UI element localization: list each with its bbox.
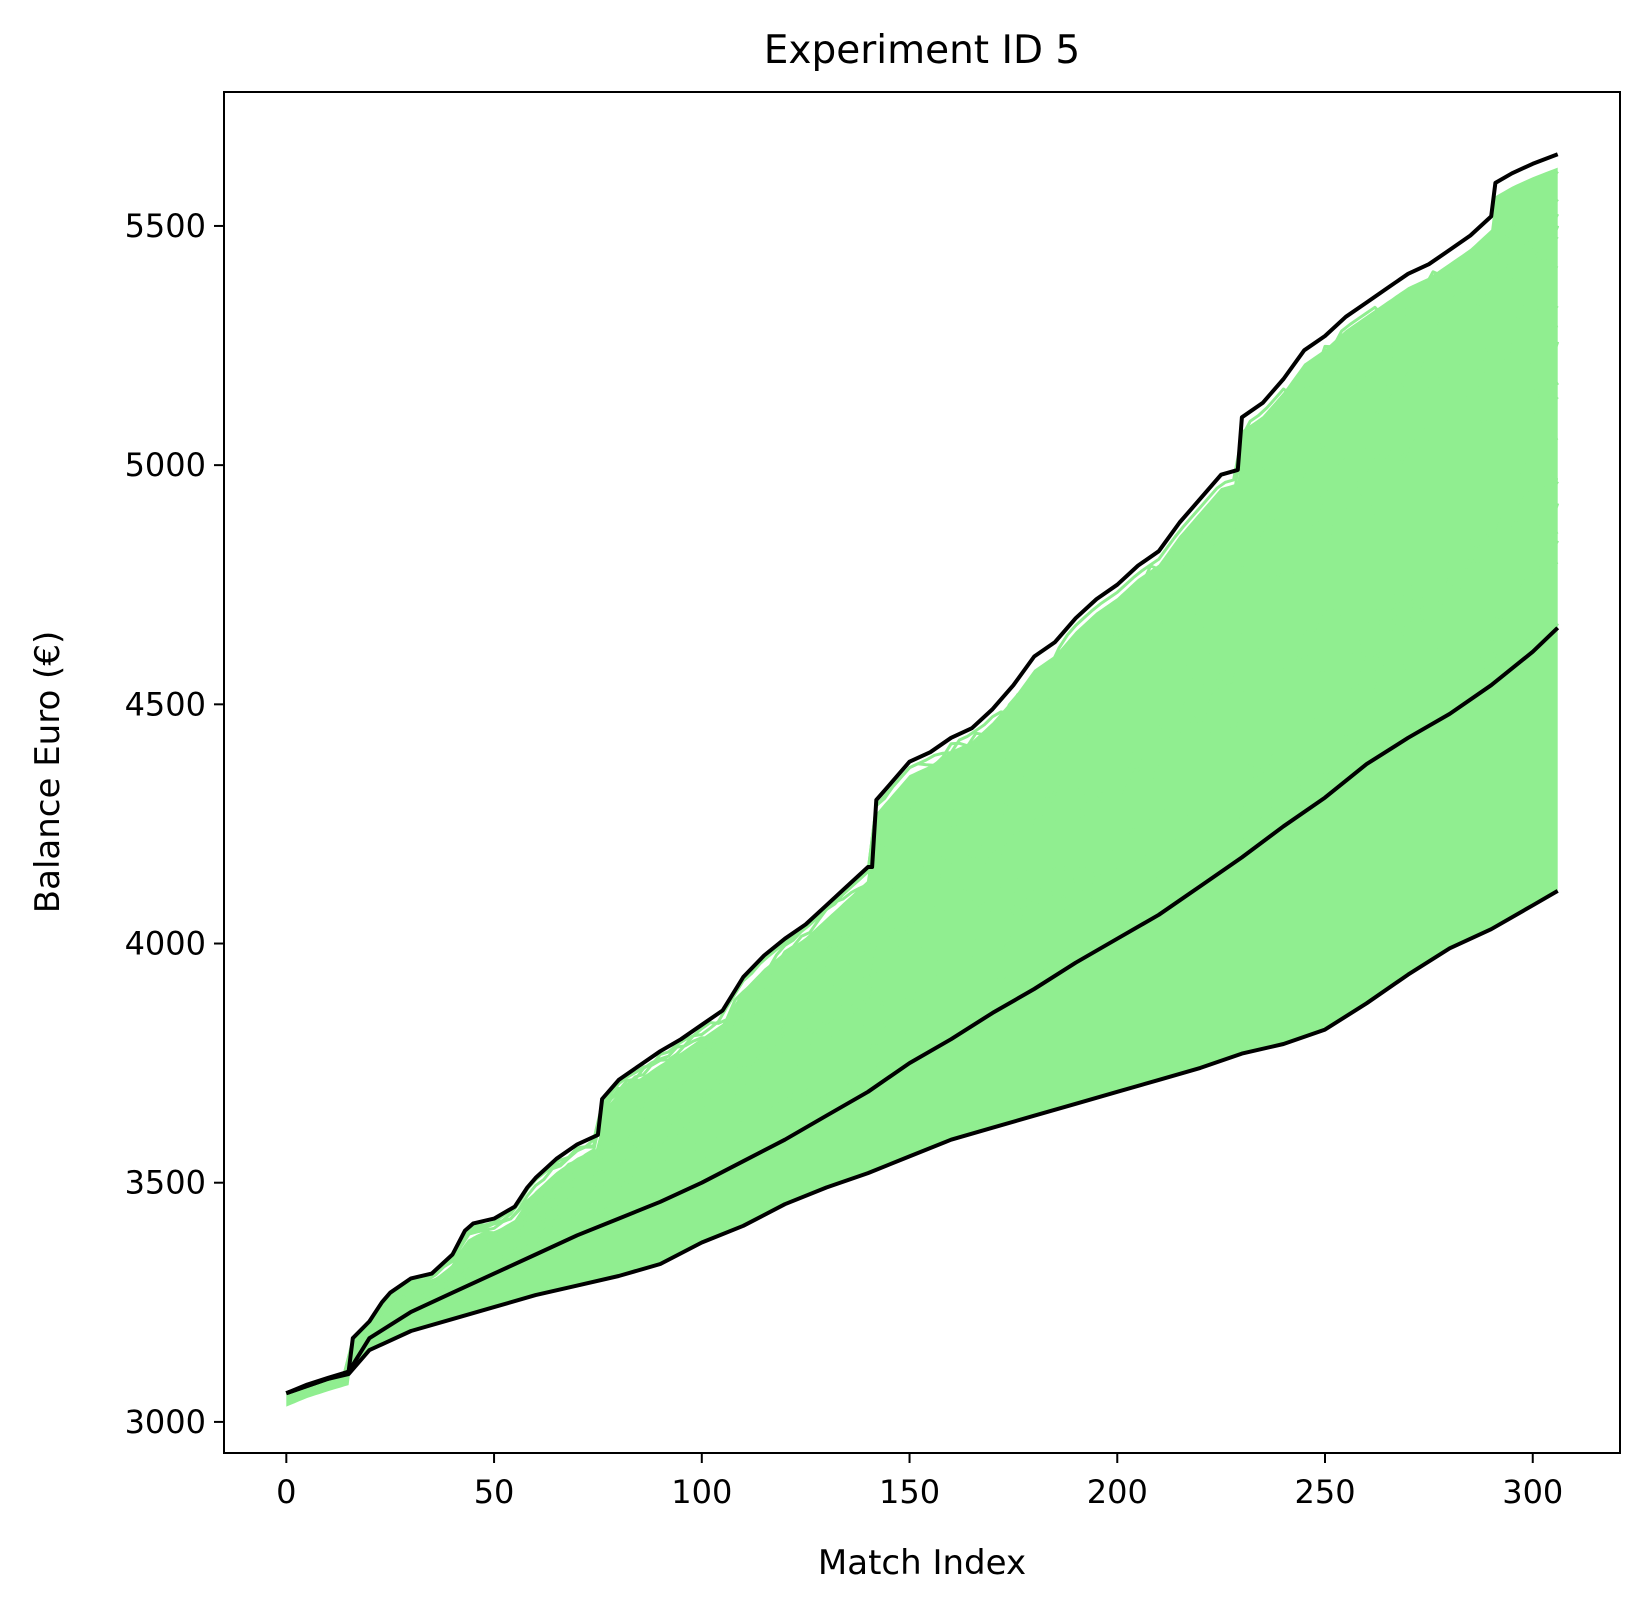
y-axis: 3000 3500 4000 4500 5000 5500 <box>125 207 224 1441</box>
y-tick-label: 5000 <box>125 446 206 484</box>
simulation-lines <box>285 170 1560 1395</box>
simulation-line <box>285 318 1559 1395</box>
plot-area <box>285 152 1560 1407</box>
simulation-line <box>285 208 1560 1395</box>
chart-title: Experiment ID 5 <box>764 28 1080 73</box>
y-tick-label: 5500 <box>125 207 206 245</box>
x-tick-label: 0 <box>276 1473 296 1511</box>
y-tick-label: 3500 <box>125 1164 206 1202</box>
simulation-line <box>285 170 1559 1395</box>
y-tick-label: 3000 <box>125 1403 206 1441</box>
simulation-line <box>285 198 1559 1395</box>
envelope-line-max <box>285 152 1559 1396</box>
plot-frame <box>223 91 1621 1454</box>
x-tick-label: 100 <box>671 1473 732 1511</box>
simulation-line <box>285 477 1558 1395</box>
simulation-line <box>285 560 1559 1395</box>
y-tick-label: 4500 <box>125 685 206 723</box>
x-tick-label: 250 <box>1294 1473 1355 1511</box>
envelope-lines <box>285 152 1560 1396</box>
simulation-line <box>285 436 1559 1395</box>
x-tick-label: 200 <box>1087 1473 1148 1511</box>
x-tick-label: 50 <box>474 1473 515 1511</box>
simulation-line <box>285 230 1559 1395</box>
x-axis-label: Match Index <box>818 1543 1026 1583</box>
simulation-line <box>285 296 1559 1395</box>
y-tick-label: 4000 <box>125 925 206 963</box>
y-axis-label: Balance Euro (€) <box>28 631 68 913</box>
envelope-line-min <box>285 889 1559 1396</box>
x-tick-label: 300 <box>1502 1473 1563 1511</box>
x-tick-label: 150 <box>879 1473 940 1511</box>
envelope-line-mean <box>285 626 1560 1396</box>
x-axis: 0 50 100 150 200 250 300 <box>276 1453 1563 1511</box>
